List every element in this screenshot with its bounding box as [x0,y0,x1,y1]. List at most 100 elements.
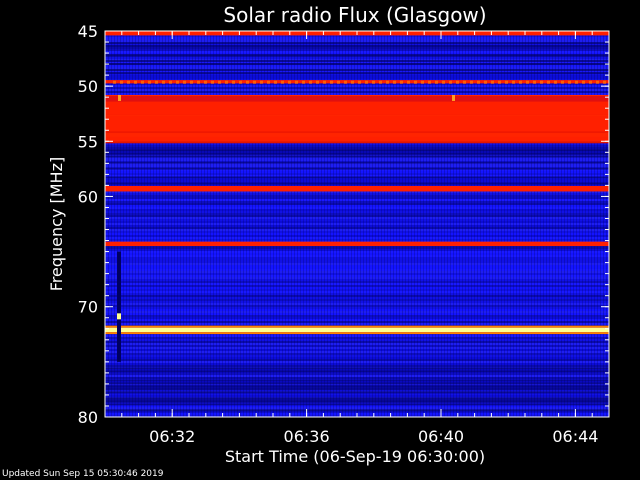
frequency-band [105,80,609,84]
red-region-row [105,134,609,137]
dotted-band-mark [414,80,417,84]
frequency-band [105,115,609,132]
dotted-band-mark [519,80,522,84]
frequency-band [105,327,609,333]
dotted-band-mark [120,80,123,84]
y-axis-label: Frequency [MHz] [47,157,66,291]
updated-timestamp: Updated Sun Sep 15 05:30:46 2019 [2,469,164,479]
dotted-band-mark [246,80,249,84]
dotted-band-mark [589,80,592,84]
dotted-band-mark [568,80,571,84]
dotted-band-mark [295,80,298,84]
dotted-band-mark [372,80,375,84]
dotted-band-mark [449,80,452,84]
y-tick-label: 60 [78,187,98,206]
dotted-band-mark [155,80,158,84]
dotted-band-mark [505,80,508,84]
dotted-band-mark [596,80,599,84]
frequency-band [105,101,609,115]
dotted-band-mark [456,80,459,84]
red-region-row [105,133,609,136]
frequency-band [105,185,609,192]
y-tick-label: 55 [78,132,98,151]
peak-band-edge [105,332,609,335]
dotted-band-mark [435,80,438,84]
x-tick-label: 06:36 [284,427,330,446]
chart-title: Solar radio Flux (Glasgow) [223,3,486,27]
dotted-band-mark [512,80,515,84]
frequency-band [105,136,609,142]
dotted-band-mark [351,80,354,84]
dotted-band-mark [533,80,536,84]
x-axis: 06:32 06:36 06:40 06:44 [104,31,610,446]
dotted-band-mark [239,80,242,84]
dotted-band-mark [113,80,116,84]
dotted-band-mark [554,80,557,84]
dotted-band-mark [428,80,431,84]
artifact-spot [452,94,455,101]
dotted-band-mark [274,80,277,84]
dotted-band-mark [386,80,389,84]
red-region-row [105,141,609,144]
dotted-band-mark [253,80,256,84]
dotted-band-mark [169,80,172,84]
dotted-band-mark [260,80,263,84]
dotted-band-mark [337,80,340,84]
x-axis-label: Start Time (06-Sep-19 06:30:00) [225,447,485,466]
dotted-band-mark [477,80,480,84]
dotted-band-mark [141,80,144,84]
red-region-row [105,131,609,134]
dotted-band-mark [484,80,487,84]
dotted-band-mark [225,80,228,84]
frequency-band [105,96,609,103]
dotted-band-mark [358,80,361,84]
dotted-band-mark [463,80,466,84]
dotted-band-mark [442,80,445,84]
x-tick-label: 06:40 [418,427,464,446]
dotted-band-mark [526,80,529,84]
dotted-band-mark [288,80,291,84]
dotted-band-mark [281,80,284,84]
dotted-band-mark [407,80,410,84]
dotted-band-mark [498,80,501,84]
dotted-band-mark [267,80,270,84]
dotted-band-mark [323,80,326,84]
dotted-band-mark [470,80,473,84]
red-region-row [105,114,609,117]
dotted-band-mark [162,80,165,84]
plot-area [104,30,610,418]
streak-texture [105,31,609,417]
dotted-band-mark [148,80,151,84]
dotted-band-mark [491,80,494,84]
dotted-band-mark [197,80,200,84]
y-tick-label: 70 [78,298,98,317]
dotted-band-mark [134,80,137,84]
dotted-band-mark [183,80,186,84]
y-tick-label: 80 [78,408,98,427]
dotted-band-mark [421,80,424,84]
artifact-streak [117,251,121,362]
dotted-band-mark [211,80,214,84]
artifact-spot [118,94,121,101]
dotted-band-mark [561,80,564,84]
dotted-band-mark [344,80,347,84]
x-tick-label: 06:32 [149,427,195,446]
dotted-band-mark [232,80,235,84]
dotted-band-mark [127,80,130,84]
dotted-band-mark [575,80,578,84]
dotted-band-mark [400,80,403,84]
dotted-band-mark [176,80,179,84]
dotted-band-mark [603,80,606,84]
frequency-band [105,241,609,247]
dotted-band-mark [540,80,543,84]
peak-band-edge [105,325,609,328]
dotted-band-mark [330,80,333,84]
dotted-band-mark [393,80,396,84]
dotted-band-mark [204,80,207,84]
dotted-band-mark [316,80,319,84]
x-tick-label: 06:44 [552,427,598,446]
dotted-band-mark [365,80,368,84]
dotted-band-mark [309,80,312,84]
dotted-band-mark [302,80,305,84]
